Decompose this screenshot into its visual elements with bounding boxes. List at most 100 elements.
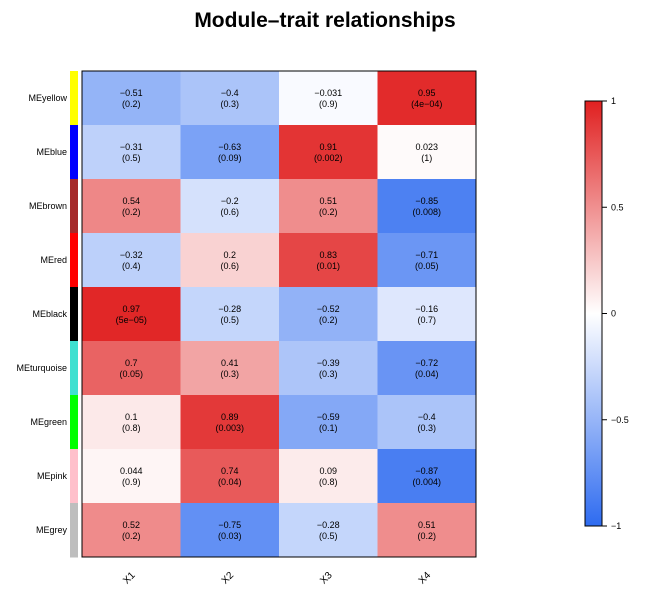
column-label: X2 bbox=[220, 570, 237, 587]
legend-tick-label: 0.5 bbox=[611, 202, 624, 212]
row-label: MEblack bbox=[32, 309, 67, 319]
heatmap-cell bbox=[82, 179, 181, 234]
heatmap-cell bbox=[377, 71, 477, 126]
heatmap-cell bbox=[180, 503, 280, 558]
cell-pvalue-label: (0.6) bbox=[220, 261, 239, 271]
cell-pvalue-label: (5e−05) bbox=[116, 315, 147, 325]
row-label: MEbrown bbox=[29, 201, 67, 211]
cell-correlation-label: −0.28 bbox=[317, 520, 340, 530]
cell-correlation-label: −0.2 bbox=[221, 196, 239, 206]
cell-correlation-label: 0.51 bbox=[319, 196, 337, 206]
cell-pvalue-label: (0.2) bbox=[122, 99, 141, 109]
heatmap-cell bbox=[279, 125, 378, 180]
legend-color-bar bbox=[584, 100, 603, 527]
cell-correlation-label: 0.54 bbox=[122, 196, 140, 206]
heatmap-cell bbox=[279, 179, 378, 234]
heatmap-cell bbox=[279, 71, 378, 126]
cell-correlation-label: 0.023 bbox=[415, 142, 438, 152]
cell-pvalue-label: (0.2) bbox=[319, 315, 338, 325]
heatmap-cell bbox=[82, 233, 181, 288]
legend-tick-label: −1 bbox=[611, 521, 621, 531]
cell-correlation-label: −0.4 bbox=[221, 88, 239, 98]
heatmap-cell bbox=[180, 125, 280, 180]
heatmap-cell bbox=[377, 125, 477, 180]
cell-correlation-label: −0.16 bbox=[415, 304, 438, 314]
cell-correlation-label: 0.2 bbox=[223, 250, 236, 260]
heatmap-cell bbox=[377, 179, 477, 234]
heatmap-cell bbox=[180, 179, 280, 234]
cell-pvalue-label: (0.3) bbox=[220, 369, 239, 379]
heatmap-cell bbox=[279, 395, 378, 450]
row-label: MEgrey bbox=[36, 525, 68, 535]
cell-pvalue-label: (0.004) bbox=[412, 477, 441, 487]
row-label: MEpink bbox=[37, 471, 68, 481]
row-labels: MEyellow MEblue MEbrown MEred MEblack MEturqu… bbox=[16, 93, 67, 535]
cell-pvalue-label: (0.01) bbox=[316, 261, 340, 271]
row-label: MEturquoise bbox=[16, 363, 67, 373]
heatmap-cell bbox=[82, 71, 181, 126]
module-color-swatch bbox=[70, 125, 78, 180]
cell-correlation-label: 0.7 bbox=[125, 358, 138, 368]
heatmap-cell bbox=[279, 287, 378, 342]
row-label: MEgreen bbox=[30, 417, 67, 427]
cell-correlation-label: −0.28 bbox=[218, 304, 241, 314]
cell-pvalue-label: (4e−04) bbox=[411, 99, 442, 109]
cell-pvalue-label: (0.7) bbox=[417, 315, 436, 325]
column-labels: X1 X2 X3 X4 bbox=[121, 570, 433, 587]
cell-pvalue-label: (0.008) bbox=[412, 207, 441, 217]
chart-title: Module–trait relationships bbox=[194, 9, 456, 32]
module-color-bar bbox=[70, 71, 78, 558]
cell-correlation-label: 0.89 bbox=[221, 412, 239, 422]
cell-correlation-label: −0.31 bbox=[120, 142, 143, 152]
heatmap-cell bbox=[180, 287, 280, 342]
heatmap-cell bbox=[377, 449, 477, 504]
cell-pvalue-label: (0.04) bbox=[218, 477, 242, 487]
cell-correlation-label: −0.031 bbox=[314, 88, 342, 98]
cell-pvalue-label: (0.9) bbox=[319, 99, 338, 109]
heatmap-cell bbox=[82, 125, 181, 180]
heatmap-cell bbox=[82, 449, 181, 504]
cell-correlation-label: 0.83 bbox=[319, 250, 337, 260]
cell-pvalue-label: (0.5) bbox=[220, 315, 239, 325]
heatmap-cell bbox=[180, 71, 280, 126]
heatmap-cell bbox=[377, 287, 477, 342]
cell-pvalue-label: (0.1) bbox=[319, 423, 338, 433]
cell-correlation-label: 0.044 bbox=[120, 466, 143, 476]
row-label: MEyellow bbox=[28, 93, 67, 103]
legend-tick-label: 0 bbox=[611, 309, 616, 319]
legend-tick-label: 1 bbox=[611, 96, 616, 106]
heatmap-cell bbox=[377, 503, 477, 558]
heatmap-cell bbox=[377, 233, 477, 288]
heatmap-cell bbox=[82, 341, 181, 396]
heatmap-cell bbox=[279, 449, 378, 504]
heatmap-cell bbox=[377, 341, 477, 396]
cell-pvalue-label: (0.4) bbox=[122, 261, 141, 271]
row-label: MEblue bbox=[36, 147, 67, 157]
heatmap-cell bbox=[180, 233, 280, 288]
cell-correlation-label: 0.51 bbox=[418, 520, 436, 530]
module-color-swatch bbox=[70, 179, 78, 234]
module-color-swatch bbox=[70, 395, 78, 450]
cell-pvalue-label: (0.6) bbox=[220, 207, 239, 217]
cell-correlation-label: −0.63 bbox=[218, 142, 241, 152]
heatmap-cell bbox=[377, 395, 477, 450]
heatmap-cell bbox=[279, 341, 378, 396]
cell-correlation-label: −0.59 bbox=[317, 412, 340, 422]
heatmap-cell bbox=[180, 395, 280, 450]
cell-pvalue-label: (0.05) bbox=[415, 261, 439, 271]
cell-pvalue-label: (0.9) bbox=[122, 477, 141, 487]
heatmap-cell bbox=[82, 395, 181, 450]
heatmap-cell bbox=[82, 287, 181, 342]
heatmap-cell bbox=[180, 449, 280, 504]
heatmap-cells: −0.51(0.2)−0.4(0.3)−0.031(0.9)0.95(4e−04… bbox=[82, 71, 477, 558]
cell-pvalue-label: (1) bbox=[421, 153, 432, 163]
cell-pvalue-label: (0.003) bbox=[215, 423, 244, 433]
cell-correlation-label: 0.1 bbox=[125, 412, 138, 422]
cell-correlation-label: −0.39 bbox=[317, 358, 340, 368]
cell-correlation-label: −0.75 bbox=[218, 520, 241, 530]
cell-correlation-label: 0.52 bbox=[122, 520, 140, 530]
column-label: X1 bbox=[121, 570, 138, 587]
cell-correlation-label: 0.95 bbox=[418, 88, 436, 98]
cell-pvalue-label: (0.04) bbox=[415, 369, 439, 379]
